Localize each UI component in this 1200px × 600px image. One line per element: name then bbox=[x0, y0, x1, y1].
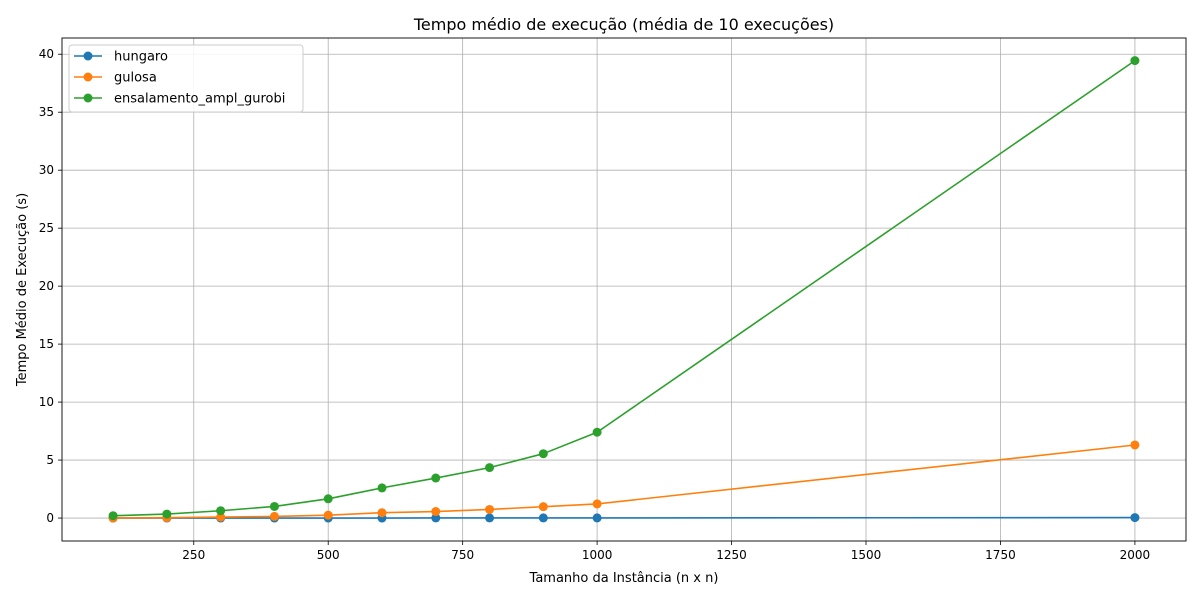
data-point bbox=[592, 499, 602, 509]
y-tick-label: 40 bbox=[39, 47, 54, 61]
data-point bbox=[108, 511, 118, 521]
data-point bbox=[538, 449, 548, 459]
data-point bbox=[431, 473, 441, 483]
x-tick-label: 1000 bbox=[582, 548, 613, 562]
data-point bbox=[485, 504, 495, 514]
data-point bbox=[538, 513, 548, 523]
y-axis-label: Tempo Médio de Execução (s) bbox=[15, 193, 30, 387]
y-tick-label: 30 bbox=[39, 163, 54, 177]
plot-series bbox=[108, 56, 1140, 523]
data-point bbox=[1130, 56, 1140, 66]
data-point bbox=[1130, 513, 1140, 523]
data-point bbox=[592, 513, 602, 523]
x-tick-label: 1750 bbox=[985, 548, 1016, 562]
data-point bbox=[323, 510, 333, 520]
y-tick-label: 0 bbox=[46, 511, 54, 525]
data-point bbox=[377, 508, 387, 518]
x-tick-label: 500 bbox=[317, 548, 340, 562]
legend-marker bbox=[83, 51, 93, 61]
series-ensalamento_ampl_gurobi bbox=[108, 56, 1140, 521]
x-tick-label: 750 bbox=[451, 548, 474, 562]
legend-label: hungaro bbox=[114, 50, 168, 65]
data-point bbox=[162, 509, 172, 519]
data-point bbox=[216, 512, 226, 522]
legend-box bbox=[68, 44, 304, 113]
legend: hungaro gulosa ensalamento_ampl_gurobi bbox=[68, 44, 304, 113]
data-point bbox=[485, 513, 495, 523]
x-axis: 250 500 750 1000 1250 1500 1750 2000 bbox=[182, 541, 1150, 562]
data-point bbox=[323, 494, 333, 504]
y-axis: 0 5 10 15 20 25 30 35 40 bbox=[39, 47, 62, 525]
y-tick-label: 25 bbox=[39, 221, 54, 235]
x-axis-label: Tamanho da Instância (n x n) bbox=[529, 571, 719, 586]
legend-item: hungaro bbox=[74, 50, 168, 65]
legend-marker bbox=[83, 72, 93, 82]
y-tick-label: 5 bbox=[46, 453, 54, 467]
data-point bbox=[431, 513, 441, 523]
x-tick-label: 1250 bbox=[716, 548, 747, 562]
plot-frame bbox=[61, 37, 1187, 542]
y-tick-label: 10 bbox=[39, 395, 54, 409]
data-point bbox=[431, 507, 441, 517]
legend-item: gulosa bbox=[74, 71, 157, 86]
chart-title: Tempo médio de execução (média de 10 exe… bbox=[413, 15, 834, 34]
data-point bbox=[216, 506, 226, 516]
legend-label: ensalamento_ampl_gurobi bbox=[114, 92, 285, 107]
legend-label: gulosa bbox=[114, 71, 157, 86]
y-tick-label: 15 bbox=[39, 337, 54, 351]
legend-item: ensalamento_ampl_gurobi bbox=[74, 92, 285, 107]
data-point bbox=[269, 511, 279, 521]
legend-marker bbox=[83, 93, 93, 103]
x-tick-label: 2000 bbox=[1120, 548, 1151, 562]
data-point bbox=[269, 501, 279, 511]
x-tick-label: 1500 bbox=[851, 548, 882, 562]
data-point bbox=[485, 463, 495, 473]
data-point bbox=[592, 427, 602, 437]
data-point bbox=[538, 502, 548, 512]
x-tick-label: 250 bbox=[182, 548, 205, 562]
data-point bbox=[377, 483, 387, 493]
y-tick-label: 20 bbox=[39, 279, 54, 293]
y-tick-label: 35 bbox=[39, 105, 54, 119]
data-point bbox=[1130, 440, 1140, 450]
